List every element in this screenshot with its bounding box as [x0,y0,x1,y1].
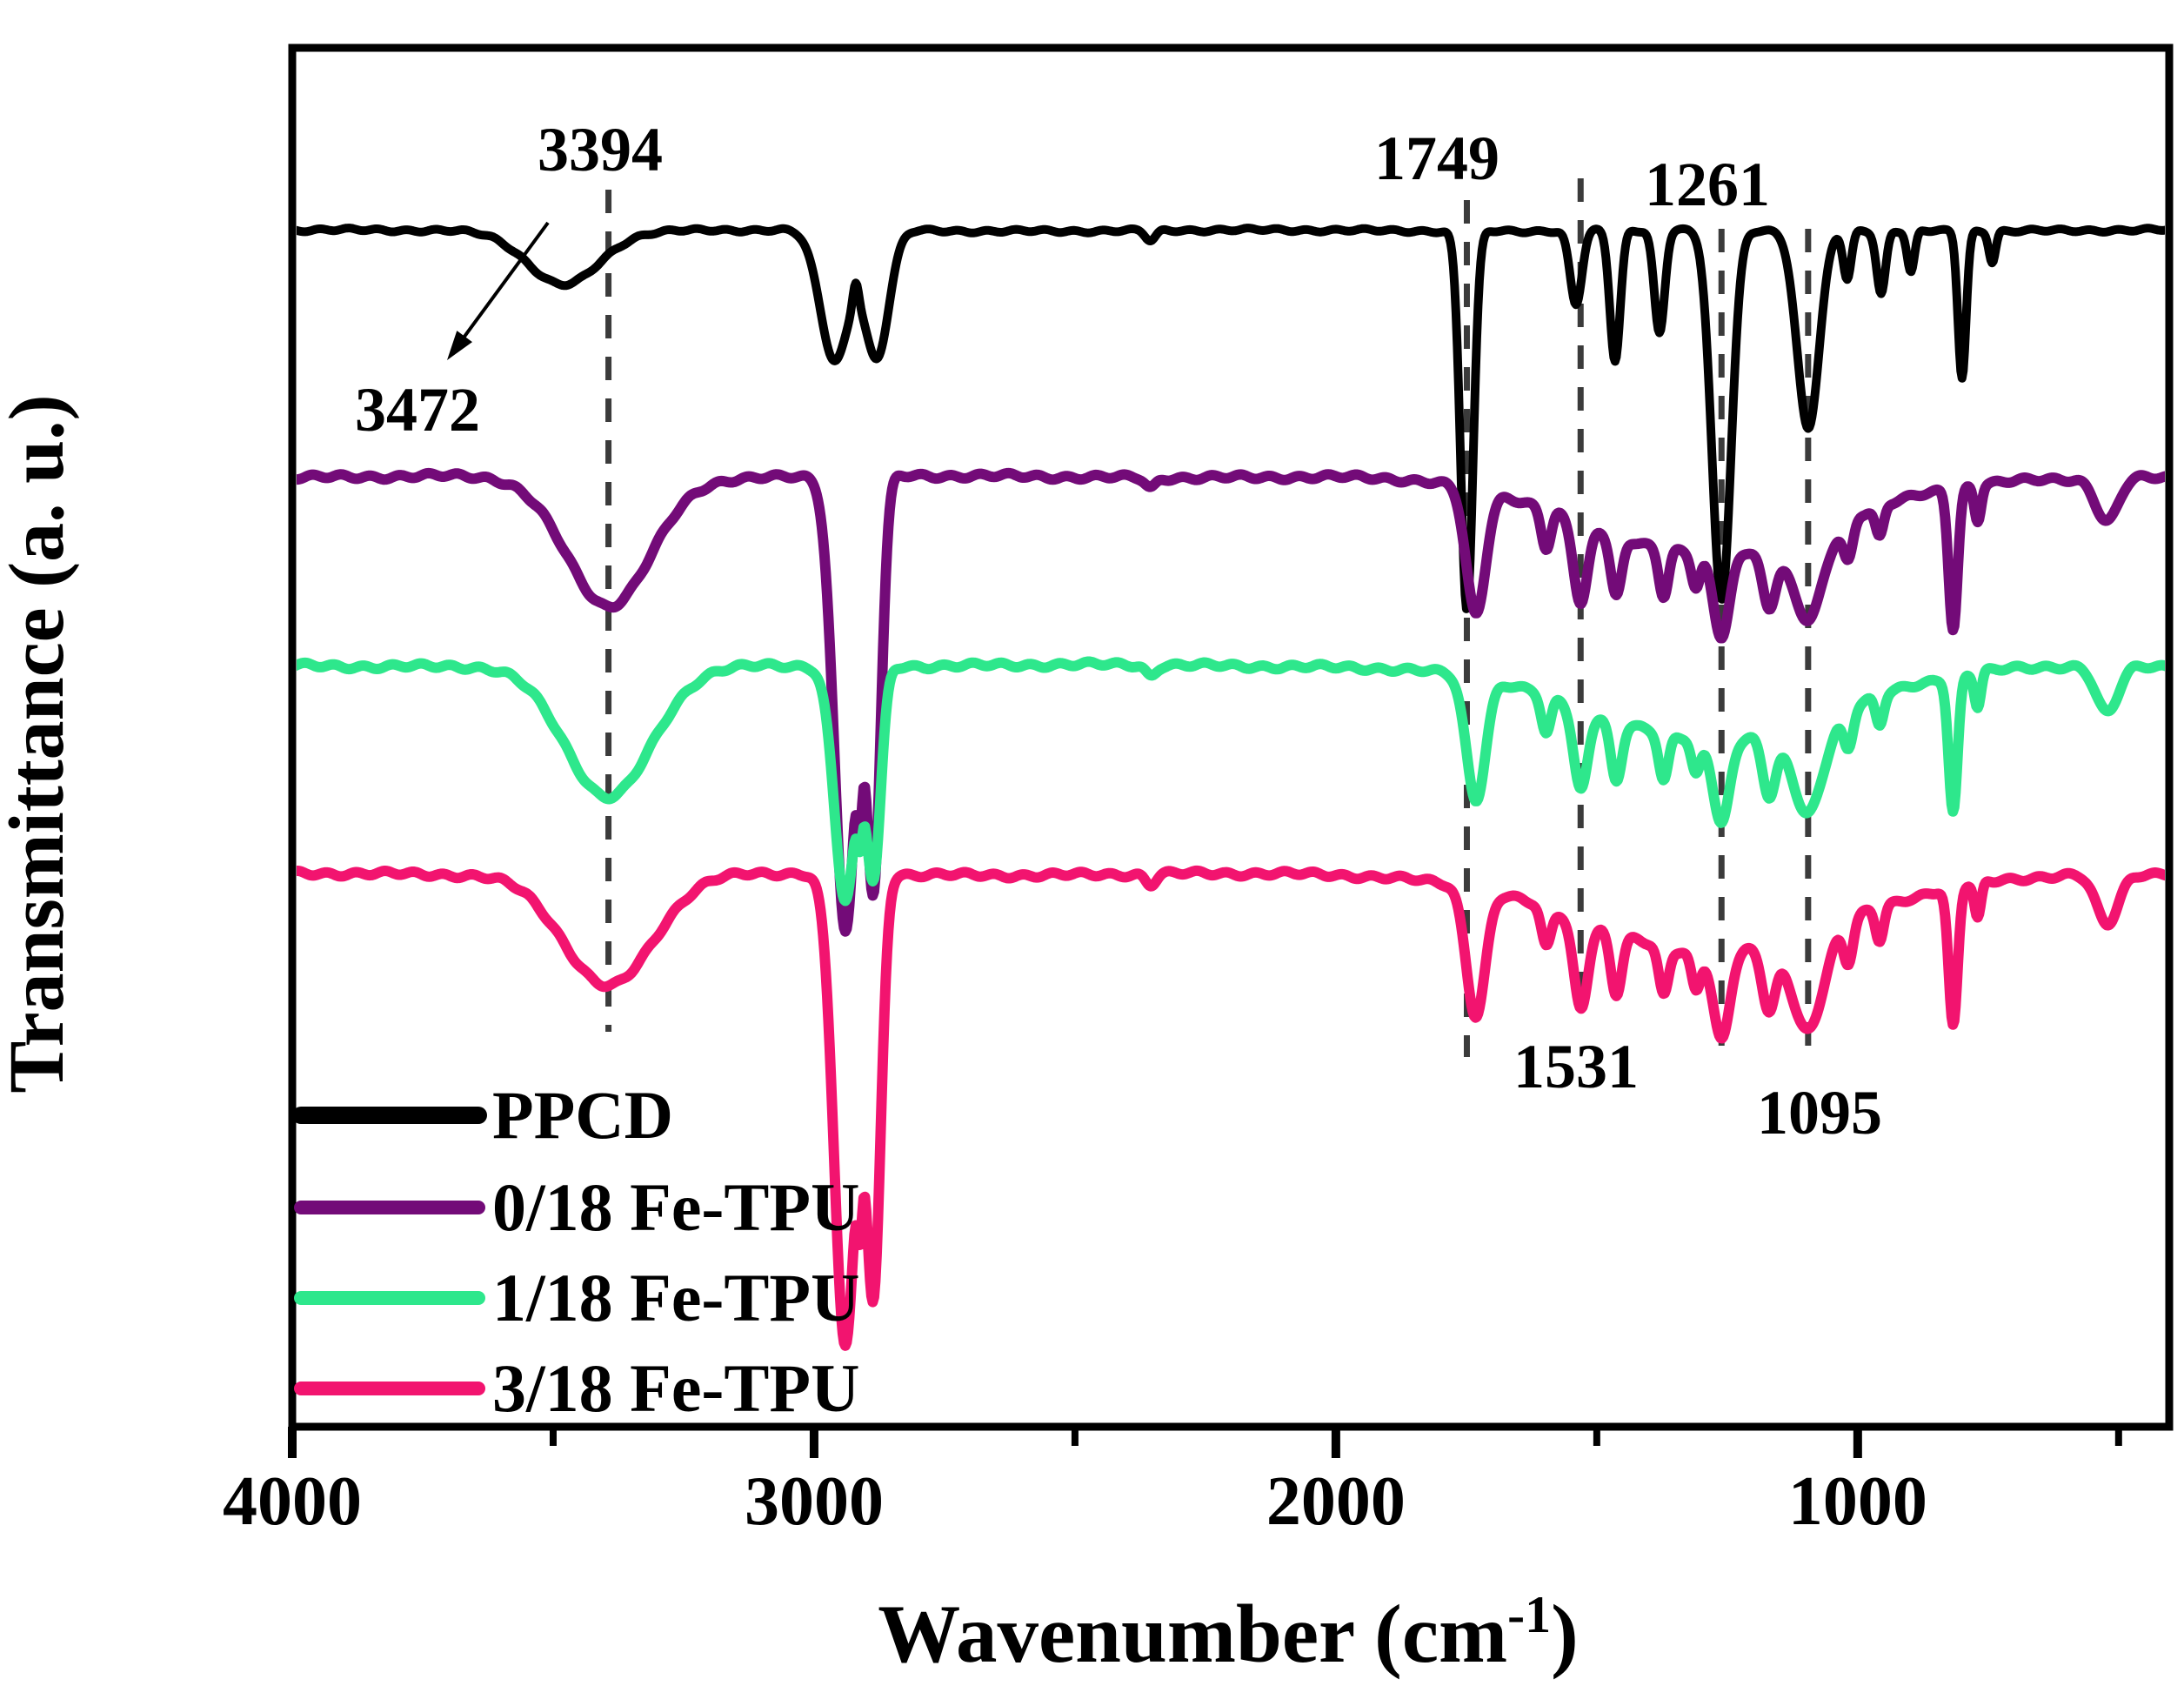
spectrum-line-ppcd [297,224,2165,613]
x-axis-title-superscript: -1 [1507,1586,1551,1643]
peak-marker-dashed-lines [605,178,1812,1063]
x-axis-title-main: Wavenumber (cm [878,1588,1507,1680]
legend-label-2: 1/18 Fe-TPU [492,1260,859,1335]
annotation-arrow-line [459,221,550,342]
legend-label-3: 3/18 Fe-TPU [492,1350,859,1426]
spectrum-line-1-18-fe-tpu [297,656,2165,907]
peak-label-1261: 1261 [1645,150,1770,219]
x-tick-label-4000: 4000 [223,1463,362,1540]
y-axis-title: Transmittance (a. u.) [0,394,80,1093]
legend: PPCD 0/18 Fe-TPU 1/18 Fe-TPU 3/18 Fe-TPU [292,1077,859,1426]
spectrum-line-3-18-fe-tpu [297,865,2165,1351]
peak-label-1095: 1095 [1757,1078,1882,1147]
spectrum-line-0-18-fe-tpu [297,467,2165,937]
x-axis-title-close: ) [1551,1588,1579,1680]
legend-item-ppcd: PPCD [292,1077,673,1153]
peak-label-3394: 3394 [538,115,663,184]
annotation-arrow-head [447,331,472,360]
legend-item-3-18-fe-tpu: 3/18 Fe-TPU [294,1350,859,1426]
x-tick-label-3000: 3000 [745,1463,884,1540]
x-tick-label-1000: 1000 [1788,1463,1927,1540]
legend-label-0: PPCD [492,1077,673,1153]
peak-label-1749: 1749 [1374,124,1499,193]
peak-label-1531: 1531 [1513,1032,1639,1101]
peak-label-3472: 3472 [355,375,480,445]
peak-annotations: 3394 3472 1749 1261 1531 1095 [355,115,1882,1147]
x-axis-title: Wavenumber (cm-1) [878,1586,1579,1680]
x-axis-tick-labels: 4000 3000 2000 1000 [223,1463,1927,1540]
legend-item-0-18-fe-tpu: 0/18 Fe-TPU [294,1169,859,1245]
legend-label-1: 0/18 Fe-TPU [492,1169,859,1245]
spectra-curves [297,224,2165,1351]
legend-item-1-18-fe-tpu: 1/18 Fe-TPU [294,1260,859,1335]
plot-frame [288,43,2174,1431]
x-tick-label-2000: 2000 [1266,1463,1406,1540]
x-axis-ticks [288,1427,2122,1458]
